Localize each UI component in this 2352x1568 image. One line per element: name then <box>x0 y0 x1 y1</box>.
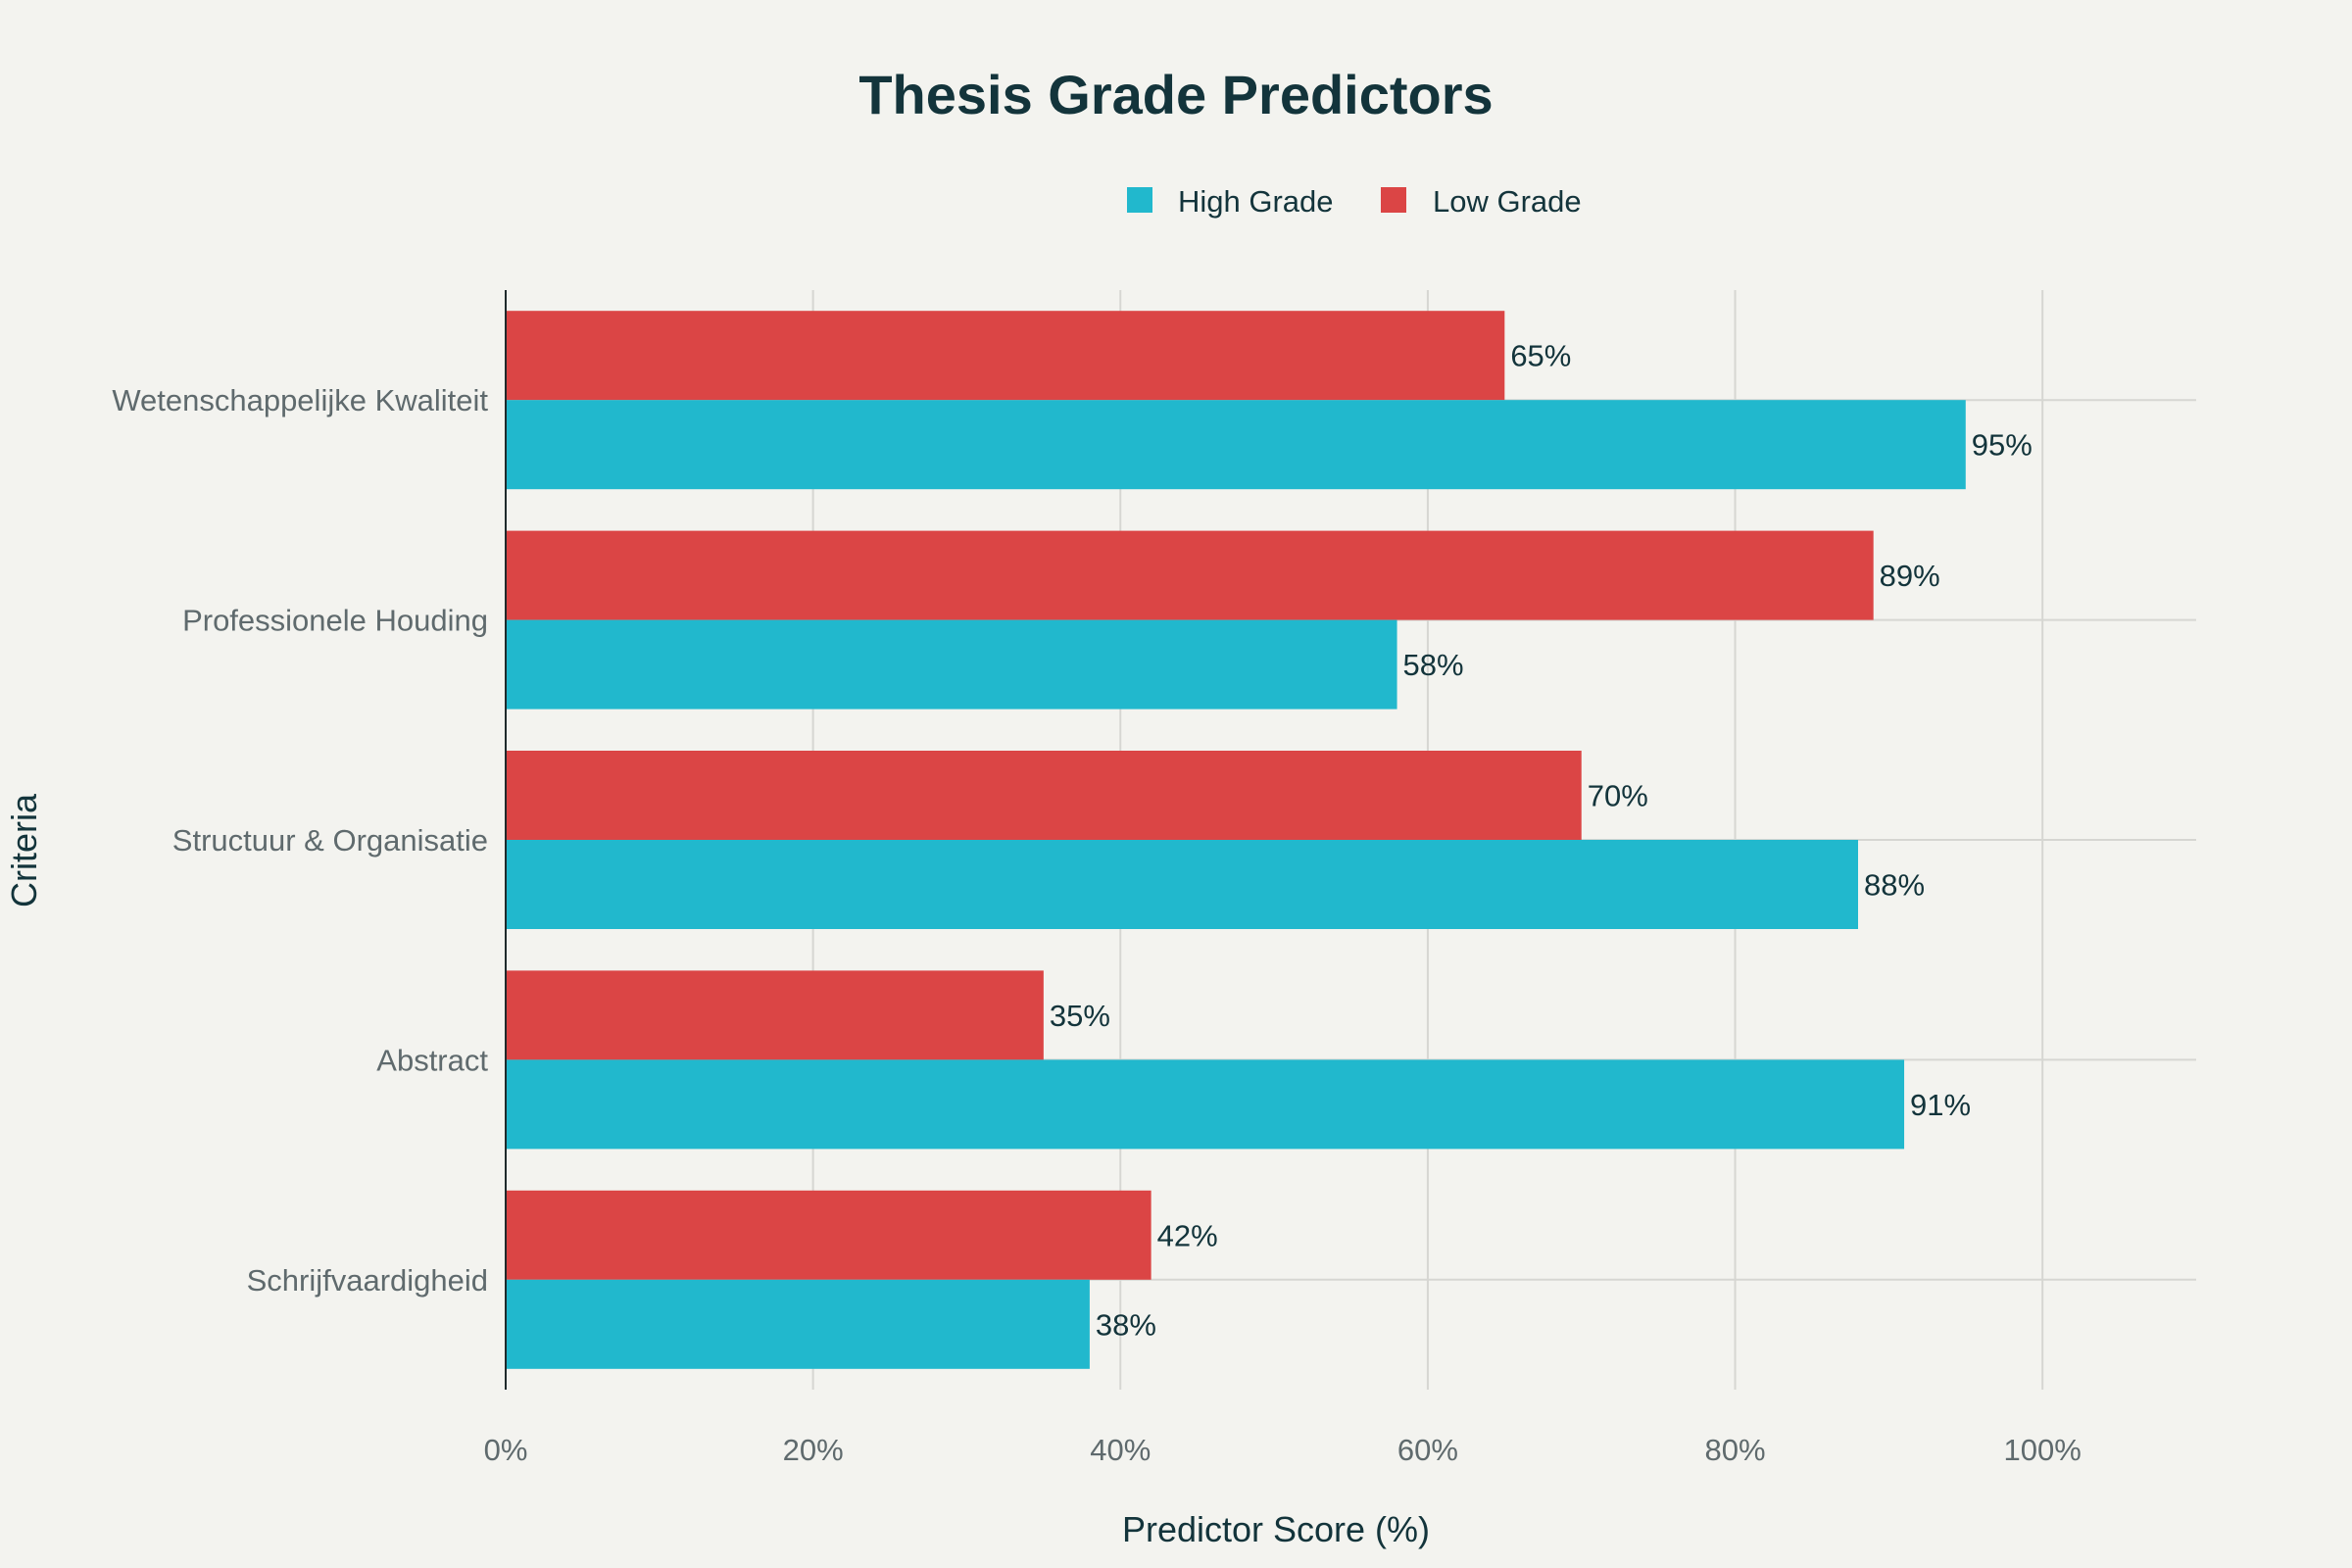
data-labels: 65% 95% 89% 58% 70% 88% 35% 91% 42% 38% <box>1050 339 2033 1343</box>
x-axis-title: Predictor Score (%) <box>1122 1509 1430 1549</box>
x-tick-label: 0% <box>484 1433 528 1467</box>
data-label-low-grade-structuur-and-organisatie: 70% <box>1588 779 1648 813</box>
data-label-low-grade-abstract: 35% <box>1050 999 1110 1033</box>
legend-swatch-high-grade <box>1127 187 1152 213</box>
bar-high-grade-wetenschappelijke-kwaliteit <box>506 400 1966 490</box>
legend-label-low-grade: Low Grade <box>1433 184 1582 219</box>
bar-low-grade-wetenschappelijke-kwaliteit <box>506 311 1505 401</box>
data-label-high-grade-structuur-and-organisatie: 88% <box>1864 868 1925 903</box>
data-label-high-grade-professionele-houding: 58% <box>1403 648 1464 682</box>
data-label-low-grade-professionele-houding: 89% <box>1880 559 1940 593</box>
bar-high-grade-abstract <box>506 1059 1905 1150</box>
bar-low-grade-schrijfvaardigheid <box>506 1190 1152 1280</box>
category-label-professionele-houding: Professionele Houding <box>182 604 488 638</box>
x-tick-label: 100% <box>2004 1433 2082 1467</box>
x-tick-label: 80% <box>1705 1433 1766 1467</box>
bar-high-grade-schrijfvaardigheid <box>506 1279 1090 1369</box>
data-label-high-grade-abstract: 91% <box>1910 1088 1971 1122</box>
x-tick-label: 20% <box>783 1433 844 1467</box>
legend: High Grade Low Grade <box>1127 184 1582 219</box>
bar-low-grade-structuur-and-organisatie <box>506 751 1582 840</box>
category-label-abstract: Abstract <box>376 1043 488 1077</box>
bars <box>506 311 1966 1369</box>
data-label-low-grade-wetenschappelijke-kwaliteit: 65% <box>1510 339 1571 373</box>
bar-high-grade-structuur-and-organisatie <box>506 840 1858 929</box>
x-tick-label: 40% <box>1090 1433 1151 1467</box>
bar-high-grade-professionele-houding <box>506 619 1397 710</box>
bar-low-grade-professionele-houding <box>506 530 1874 620</box>
category-label-wetenschappelijke-kwaliteit: Wetenschappelijke Kwaliteit <box>112 383 488 417</box>
y-axis-title: Criteria <box>4 793 44 907</box>
data-label-high-grade-wetenschappelijke-kwaliteit: 95% <box>1972 428 2033 463</box>
legend-label-high-grade: High Grade <box>1178 184 1334 219</box>
legend-swatch-low-grade <box>1381 187 1406 213</box>
chart-title: Thesis Grade Predictors <box>858 64 1493 125</box>
data-label-low-grade-schrijfvaardigheid: 42% <box>1157 1218 1218 1252</box>
data-label-high-grade-schrijfvaardigheid: 38% <box>1096 1307 1156 1342</box>
x-tick-label: 60% <box>1397 1433 1458 1467</box>
bar-low-grade-abstract <box>506 970 1044 1060</box>
category-labels: Wetenschappelijke Kwaliteit Professionele… <box>112 383 488 1298</box>
x-tick-labels: 0% 20% 40% 60% 80% 100% <box>484 1433 2082 1467</box>
category-label-structuur-and-organisatie: Structuur & Organisatie <box>172 823 488 858</box>
category-label-schrijfvaardigheid: Schrijfvaardigheid <box>247 1263 488 1298</box>
